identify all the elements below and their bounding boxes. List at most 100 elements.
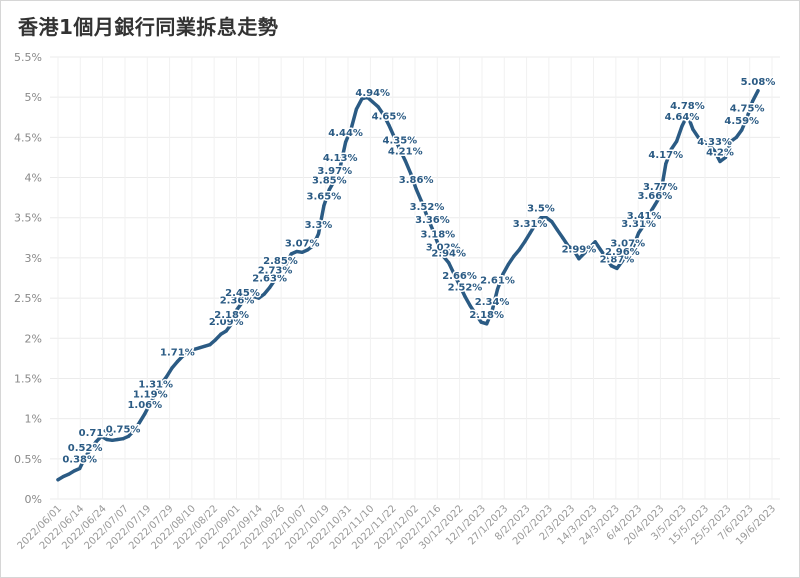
data-point bbox=[257, 296, 261, 300]
data-point bbox=[219, 332, 223, 336]
data-point bbox=[588, 245, 592, 250]
data-label: 0.52% bbox=[68, 443, 103, 454]
data-point bbox=[83, 455, 87, 459]
data-label: 2.34% bbox=[475, 297, 510, 308]
data-point bbox=[360, 97, 364, 101]
data-point bbox=[284, 262, 288, 266]
data-point bbox=[295, 249, 299, 254]
data-point bbox=[175, 359, 179, 364]
y-tick-label: 2% bbox=[25, 332, 42, 345]
data-point bbox=[745, 115, 749, 119]
data-label: 3.31% bbox=[621, 219, 656, 230]
data-point bbox=[300, 250, 304, 254]
data-point bbox=[544, 216, 548, 220]
data-point bbox=[251, 294, 255, 299]
data-point bbox=[750, 99, 755, 103]
data-label: 2.61% bbox=[480, 275, 515, 286]
data-label: 3.66% bbox=[638, 191, 673, 202]
data-label: 3.07% bbox=[285, 238, 320, 249]
grid-lines bbox=[50, 56, 780, 500]
data-label: 3.97% bbox=[317, 166, 352, 177]
data-point bbox=[561, 236, 565, 240]
data-point bbox=[631, 245, 635, 249]
data-point bbox=[268, 286, 272, 290]
data-label: 4.35% bbox=[383, 135, 418, 146]
data-label: 2.52% bbox=[448, 282, 483, 293]
data-label: 4.17% bbox=[648, 150, 683, 161]
data-point bbox=[186, 351, 190, 355]
data-point bbox=[240, 300, 245, 304]
data-label: 4.2% bbox=[706, 147, 734, 158]
data-point bbox=[116, 437, 120, 442]
data-point bbox=[474, 312, 478, 316]
data-point bbox=[582, 251, 586, 255]
data-point bbox=[593, 240, 597, 244]
data-label: 3.65% bbox=[307, 192, 342, 203]
data-point bbox=[202, 344, 207, 348]
data-point bbox=[365, 95, 369, 99]
data-point bbox=[712, 149, 717, 153]
data-point bbox=[658, 194, 662, 198]
data-point bbox=[463, 294, 467, 299]
data-point bbox=[99, 434, 104, 438]
data-point bbox=[343, 140, 348, 144]
data-label: 2.36% bbox=[220, 295, 255, 306]
data-label: 2.94% bbox=[431, 249, 466, 260]
data-label: 1.06% bbox=[127, 400, 162, 411]
data-label: 3.02% bbox=[426, 242, 461, 253]
data-label: 4.21% bbox=[388, 147, 423, 158]
data-point bbox=[197, 346, 201, 350]
data-point bbox=[235, 307, 239, 311]
data-point bbox=[734, 135, 738, 139]
data-point bbox=[306, 248, 310, 252]
x-axis: 2022/06/012022/06/142022/06/242022/07/07… bbox=[16, 503, 779, 552]
data-point bbox=[637, 231, 641, 235]
data-point bbox=[371, 100, 375, 104]
data-point bbox=[495, 287, 500, 291]
data-point bbox=[452, 272, 456, 276]
data-label: 2.09% bbox=[209, 317, 244, 328]
y-tick-label: 3.5% bbox=[14, 212, 42, 225]
data-point bbox=[409, 171, 413, 176]
data-point bbox=[387, 123, 391, 127]
data-point bbox=[447, 261, 451, 265]
data-label: 3.85% bbox=[312, 176, 347, 187]
data-point bbox=[702, 139, 706, 143]
chart-title: 香港1個月銀行同業拆息走勢 bbox=[18, 15, 279, 39]
data-point bbox=[729, 139, 733, 143]
data-point bbox=[338, 165, 342, 169]
data-point bbox=[56, 478, 60, 482]
data-label: 1.71% bbox=[160, 348, 195, 359]
data-point bbox=[756, 89, 760, 93]
data-point bbox=[154, 392, 158, 396]
data-point bbox=[67, 472, 71, 476]
data-point bbox=[718, 159, 722, 164]
data-label: 5.08% bbox=[741, 77, 776, 88]
data-point bbox=[311, 244, 315, 248]
data-point bbox=[647, 212, 652, 216]
data-point bbox=[230, 322, 234, 326]
data-point bbox=[419, 200, 424, 204]
data-point bbox=[170, 366, 174, 370]
y-tick-label: 0.5% bbox=[14, 453, 42, 466]
data-point bbox=[78, 466, 82, 471]
data-point bbox=[262, 292, 266, 296]
data-point bbox=[181, 354, 185, 358]
data-point bbox=[485, 322, 489, 326]
data-point bbox=[94, 440, 98, 444]
data-label: 2.63% bbox=[252, 274, 287, 285]
data-label: 4.59% bbox=[724, 116, 759, 127]
data-point bbox=[609, 264, 614, 268]
data-point bbox=[517, 248, 521, 252]
data-point bbox=[675, 139, 679, 143]
data-point bbox=[105, 437, 109, 442]
data-point bbox=[322, 204, 326, 208]
data-point bbox=[398, 147, 402, 152]
data-point bbox=[669, 147, 673, 152]
data-point bbox=[273, 278, 277, 282]
data-point bbox=[604, 256, 608, 260]
data-point bbox=[685, 113, 690, 117]
y-axis: 0% 0.5% 1% 1.5% 2% 2.5% 3% 3.5% 4% 4.5% 5% 5.5% bbox=[14, 51, 42, 506]
data-point bbox=[506, 262, 510, 266]
